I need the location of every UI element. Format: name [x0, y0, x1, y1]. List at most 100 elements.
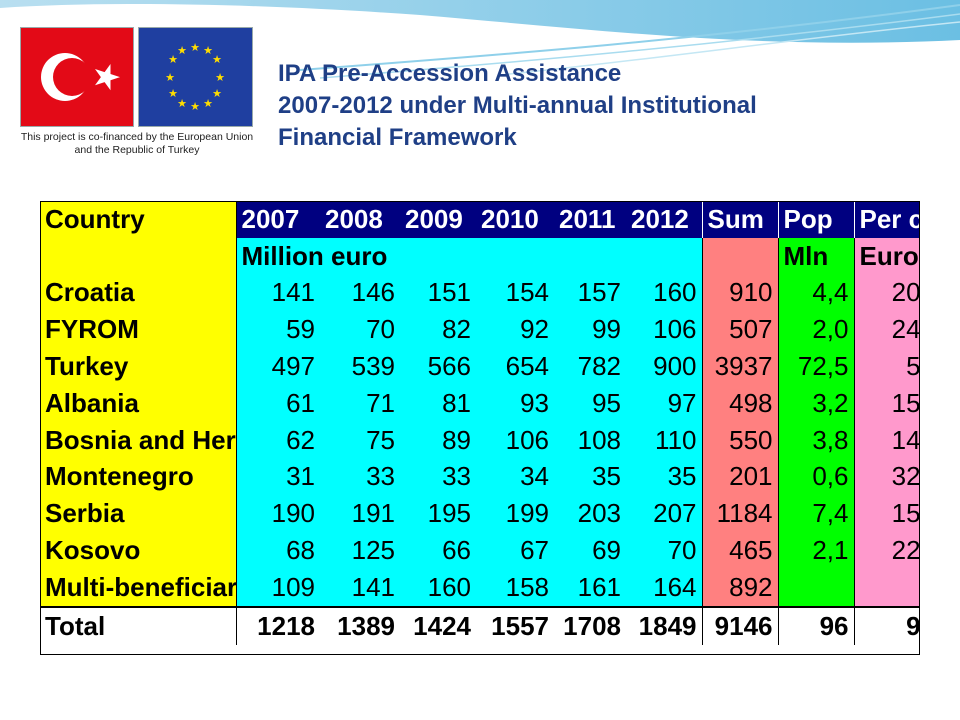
- country-cell: Albania: [40, 384, 237, 422]
- total-2010: 1557: [476, 605, 554, 645]
- year-value-cell: 141: [236, 274, 320, 312]
- sum-cell: 1184: [701, 495, 778, 533]
- eu-stars-icon: ★ ★ ★ ★ ★ ★ ★ ★ ★ ★ ★ ★: [165, 42, 225, 113]
- crescent-star-icon: [41, 53, 120, 101]
- year-value-cell: 654: [476, 348, 554, 385]
- year-value-cell: 70: [626, 532, 702, 569]
- year-value-cell: 164: [626, 568, 702, 607]
- year-value-cell: 195: [400, 495, 476, 533]
- country-cell: Kosovo: [40, 532, 237, 569]
- year-value-cell: 125: [320, 532, 400, 569]
- pop-cell: 7,4: [777, 495, 854, 533]
- cofinance-note: This project is co-financed by the Europ…: [20, 131, 254, 156]
- svg-text:★: ★: [190, 42, 200, 54]
- units-row: Million euro Mln Euro: [40, 237, 920, 275]
- year-value-cell: 566: [400, 348, 476, 385]
- total-per-capita: 95: [853, 605, 920, 645]
- header-pop: Pop: [778, 201, 855, 238]
- sum-cell: 550: [701, 421, 778, 459]
- sum-cell: 910: [701, 274, 778, 312]
- year-value-cell: 92: [476, 311, 554, 349]
- year-value-cell: 34: [476, 458, 554, 496]
- year-value-cell: 89: [400, 421, 476, 459]
- country-cell: Serbia: [40, 495, 237, 533]
- year-value-cell: 106: [476, 421, 554, 459]
- year-value-cell: 61: [236, 384, 320, 422]
- year-value-cell: 35: [626, 458, 702, 496]
- year-value-cell: 151: [400, 274, 476, 312]
- year-value-cell: 71: [320, 384, 400, 422]
- country-cell: Multi-beneficiar: [40, 568, 237, 607]
- header-2011: 2011: [554, 201, 626, 238]
- units-blank: [40, 237, 237, 275]
- year-value-cell: 99: [554, 311, 626, 349]
- svg-text:★: ★: [212, 88, 222, 100]
- country-cell: Bosnia and Her: [40, 421, 237, 459]
- year-value-cell: 33: [400, 458, 476, 496]
- svg-text:★: ★: [165, 72, 175, 84]
- header-country: Country: [40, 201, 237, 238]
- pop-cell: 0,6: [777, 458, 854, 496]
- country-cell: FYROM: [40, 311, 237, 349]
- year-value-cell: 154: [476, 274, 554, 312]
- title-line-3: Financial Framework: [278, 124, 517, 151]
- svg-text:★: ★: [177, 45, 187, 57]
- per-capita-cell: 159: [853, 495, 920, 533]
- total-2008: 1389: [320, 605, 400, 645]
- total-pop: 96: [777, 605, 854, 645]
- per-capita-cell: 158: [853, 384, 920, 422]
- header-2012: 2012: [626, 201, 703, 238]
- table-header-row: Country 2007 2008 2009 2010 2011 2012 Su…: [40, 201, 920, 238]
- svg-text:★: ★: [168, 54, 178, 66]
- pop-cell: 2,1: [777, 532, 854, 569]
- total-2007: 1218: [236, 605, 320, 645]
- year-value-cell: 33: [320, 458, 400, 496]
- year-value-cell: 497: [236, 348, 320, 385]
- sum-cell: 201: [701, 458, 778, 496]
- year-value-cell: 141: [320, 568, 400, 607]
- units-million-euro: Million euro: [236, 237, 702, 275]
- year-value-cell: 93: [476, 384, 554, 422]
- year-value-cell: 110: [626, 421, 702, 459]
- title-line-2: 2007-2012 under Multi-annual Institution…: [278, 92, 757, 119]
- svg-text:★: ★: [215, 72, 225, 84]
- year-value-cell: 59: [236, 311, 320, 349]
- svg-text:★: ★: [177, 98, 187, 110]
- year-value-cell: 106: [626, 311, 702, 349]
- pop-cell: 3,2: [777, 384, 854, 422]
- year-value-cell: 157: [554, 274, 626, 312]
- sum-cell: 498: [701, 384, 778, 422]
- country-cell: Montenegro: [40, 458, 237, 496]
- sum-cell: 3937: [701, 348, 778, 385]
- year-value-cell: 108: [554, 421, 626, 459]
- header-2010: 2010: [476, 201, 554, 238]
- year-value-cell: 70: [320, 311, 400, 349]
- year-value-cell: 191: [320, 495, 400, 533]
- total-row: Total 1218 1389 1424 1557 1708 1849 9146…: [40, 605, 920, 645]
- per-capita-cell: 205: [853, 274, 920, 312]
- per-capita-cell: [853, 568, 920, 607]
- units-per-capita: Euro: [853, 237, 920, 275]
- sum-cell: 892: [701, 568, 778, 607]
- header-sum: Sum: [702, 201, 779, 238]
- units-sum-blank: [701, 237, 778, 275]
- ipa-allocation-table: Country 2007 2008 2009 2010 2011 2012 Su…: [40, 201, 920, 654]
- year-value-cell: 75: [320, 421, 400, 459]
- turkey-flag-logo: [20, 27, 134, 127]
- country-cell: Croatia: [40, 274, 237, 312]
- country-cell: Turkey: [40, 348, 237, 385]
- pop-cell: 2,0: [777, 311, 854, 349]
- year-value-cell: 158: [476, 568, 554, 607]
- header-wave-decoration: [0, 0, 960, 79]
- total-2011: 1708: [554, 605, 626, 645]
- eu-flag-logo: ★ ★ ★ ★ ★ ★ ★ ★ ★ ★ ★ ★: [138, 27, 253, 127]
- year-value-cell: 146: [320, 274, 400, 312]
- header-2007: 2007: [236, 201, 320, 238]
- title-line-1: IPA Pre-Accession Assistance: [278, 60, 622, 87]
- year-value-cell: 67: [476, 532, 554, 569]
- header-2008: 2008: [320, 201, 400, 238]
- year-value-cell: 97: [626, 384, 702, 422]
